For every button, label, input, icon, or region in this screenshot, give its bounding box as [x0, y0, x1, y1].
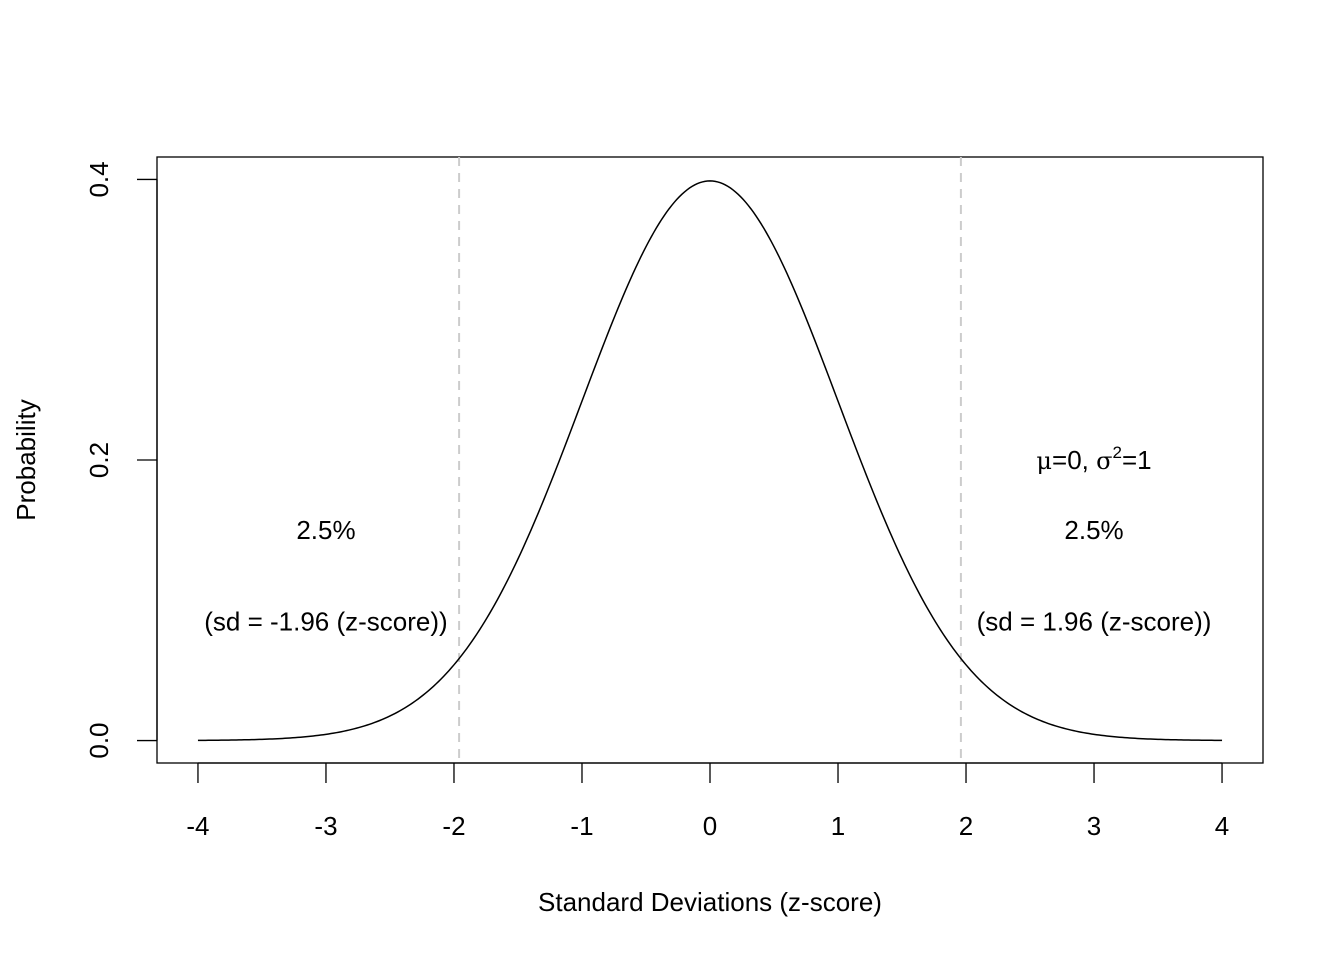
annotation-label: 2.5%	[296, 515, 355, 545]
x-axis-label: Standard Deviations (z-score)	[538, 887, 882, 917]
density-curve	[197, 180, 1223, 742]
sigma-symbol: σ	[1096, 447, 1112, 475]
x-tick-label: 4	[1215, 811, 1229, 841]
sigma-exponent: 2	[1113, 443, 1122, 462]
x-tick-label: -3	[314, 811, 337, 841]
y-axis-label: Probability	[11, 399, 41, 520]
mu-value: =0,	[1052, 445, 1096, 475]
x-tick-label: 3	[1087, 811, 1101, 841]
y-axis: 0.0 0.2 0.4	[84, 161, 158, 759]
distribution-parameters-label: μ=0, σ2=1	[1036, 443, 1151, 475]
y-tick-label: 0.2	[84, 442, 114, 478]
annotation-label: (sd = -1.96 (z-score))	[204, 606, 447, 636]
annotations: 2.5% (sd = -1.96 (z-score)) 2.5% (sd = 1.96…	[204, 515, 1211, 636]
x-tick-label: 2	[959, 811, 973, 841]
critical-value-lines	[458, 157, 962, 763]
sigma-value: =1	[1122, 445, 1152, 475]
annotation-label: 2.5%	[1064, 515, 1123, 545]
x-tick-label: -1	[570, 811, 593, 841]
mu-symbol: μ	[1036, 447, 1052, 475]
x-axis: -4 -3 -2 -1 0 1 2 3 4	[186, 762, 1229, 841]
annotation-label: (sd = 1.96 (z-score))	[977, 606, 1212, 636]
y-tick-label: 0.0	[84, 722, 114, 758]
x-tick-label: 0	[703, 811, 717, 841]
x-tick-label: -2	[442, 811, 465, 841]
x-tick-label: 1	[831, 811, 845, 841]
x-tick-label: -4	[186, 811, 209, 841]
y-tick-label: 0.4	[84, 161, 114, 197]
